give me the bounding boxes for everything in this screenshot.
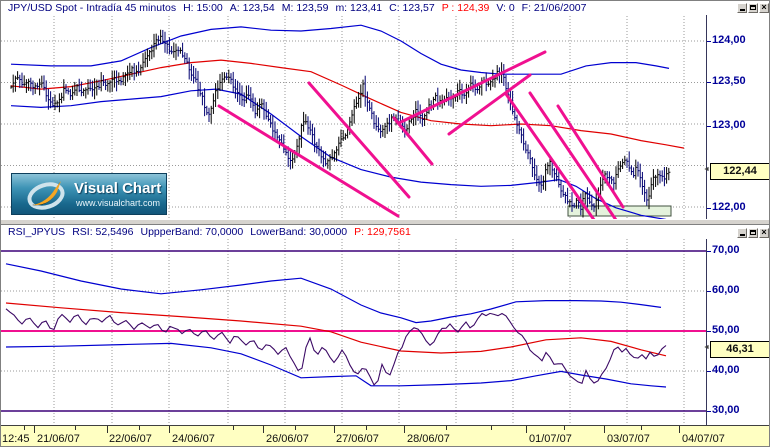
last-rsi-arrow-icon: ◄ (703, 344, 710, 351)
header-field: P: 129,7561 (354, 226, 411, 238)
date-label: 24/06/07 (172, 433, 215, 445)
date-label: 04/07/07 (682, 433, 725, 445)
header-field: V: 0 (496, 2, 515, 14)
price-lower-band (10, 88, 667, 219)
axis-tick (706, 82, 711, 83)
header-field: C: 123,57 (389, 2, 435, 14)
trend-line[interactable] (528, 91, 618, 220)
axis-label: 124,00 (712, 34, 746, 46)
trend-line[interactable] (447, 73, 532, 136)
date-minor-tick (446, 426, 447, 430)
date-major-tick (404, 426, 405, 433)
rsi-pane-title: RSI_JPYUS RSI: 52,5496 UppperBand: 70,0000… (1, 225, 769, 239)
date-minor-tick (491, 426, 492, 430)
price-mid-band (10, 59, 685, 149)
axis-label: 123,00 (712, 119, 746, 131)
header-field: RSI_JPYUS (8, 226, 66, 238)
minimize-icon[interactable] (737, 228, 747, 238)
header-field: RSI: 52,5496 (72, 226, 134, 238)
price-pane-title: JPY/USD Spot - Intradía 45 minutos H: 15:… (1, 1, 769, 15)
axis-tick (706, 331, 711, 332)
header-field: A: 123,54 (229, 2, 275, 14)
close-icon[interactable]: × (759, 228, 769, 238)
date-major-tick (526, 426, 527, 433)
date-label: 22/06/07 (109, 433, 152, 445)
last-price-tag: 122,44 (710, 163, 769, 180)
date-label: 12:45 (2, 433, 30, 445)
header-field: P : 124,39 (441, 2, 490, 14)
header-field: LowerBand: 30,0000 (250, 226, 348, 238)
trend-line[interactable] (307, 81, 411, 199)
date-label: 01/07/07 (529, 433, 572, 445)
axis-tick (706, 291, 711, 292)
rsi-line (5, 308, 667, 386)
header-field: F: 21/06/2007 (521, 2, 587, 14)
trend-line[interactable] (556, 104, 625, 209)
header-field: H: 15:00 (183, 2, 223, 14)
axis-label: 50,00 (712, 324, 740, 336)
date-major-tick (169, 426, 170, 433)
date-label: 27/06/07 (336, 433, 379, 445)
axis-label: 122,00 (712, 201, 746, 213)
rsi-mid-band (5, 302, 667, 357)
date-axis[interactable]: 12:45 21/06/07 22/06/07 24/06/07 26/06/07 27/… (1, 425, 769, 446)
axis-label: 30,00 (712, 404, 740, 416)
logo-url: www.visualchart.com (76, 198, 161, 208)
date-major-tick (107, 426, 108, 433)
maximize-icon[interactable] (748, 228, 758, 238)
trend-line[interactable] (397, 50, 547, 125)
date-minor-tick (641, 426, 642, 430)
date-label: 03/07/07 (607, 433, 650, 445)
pane-separator[interactable] (1, 219, 769, 225)
date-label: 26/06/07 (266, 433, 309, 445)
logo-title: Visual Chart (74, 180, 162, 197)
date-minor-tick (564, 426, 565, 430)
axis-tick (706, 126, 711, 127)
axis-label: 60,00 (712, 284, 740, 296)
axis-label: 40,00 (712, 364, 740, 376)
header-field: JPY/USD Spot - Intradía 45 minutos (8, 2, 177, 14)
date-minor-tick (24, 426, 25, 430)
date-major-tick (679, 426, 680, 433)
header-field: UppperBand: 70,0000 (140, 226, 244, 238)
rsi-lower-band (5, 342, 667, 388)
maximize-icon[interactable] (748, 3, 758, 13)
trend-line[interactable] (392, 116, 434, 166)
date-minor-tick (139, 426, 140, 430)
rsi-upper-band (5, 263, 662, 324)
date-major-tick (34, 426, 35, 433)
visual-chart-logo-icon (27, 181, 65, 210)
date-label: 21/06/07 (37, 433, 80, 445)
date-minor-tick (366, 426, 367, 430)
rsi-pane-window-controls: × (737, 228, 769, 239)
axis-tick (706, 208, 711, 209)
last-rsi-tag: 46,31 (710, 341, 769, 358)
close-icon[interactable]: × (759, 3, 769, 13)
axis-tick (706, 411, 711, 412)
axis-tick (706, 41, 711, 42)
trend-line[interactable] (504, 92, 599, 227)
axis-label: 70,00 (712, 244, 740, 256)
date-minor-tick (233, 426, 234, 430)
header-field: m: 123,41 (335, 2, 383, 14)
date-major-tick (263, 426, 264, 433)
minimize-icon[interactable] (737, 3, 747, 13)
header-field: M: 123,59 (281, 2, 329, 14)
price-pane-window-controls: × (737, 3, 769, 14)
axis-tick (706, 371, 711, 372)
axis-label: 123,50 (712, 75, 746, 87)
date-major-tick (604, 426, 605, 433)
trend-line[interactable] (217, 104, 400, 218)
visual-chart-logo: Visual Chart www.visualchart.com (11, 173, 167, 215)
support-zone-box (567, 205, 672, 217)
date-minor-tick (75, 426, 76, 430)
last-price-arrow-icon: ◄ (703, 166, 710, 173)
axis-tick (706, 251, 711, 252)
date-major-tick (334, 426, 335, 433)
date-minor-tick (295, 426, 296, 430)
date-label: 28/06/07 (407, 433, 450, 445)
